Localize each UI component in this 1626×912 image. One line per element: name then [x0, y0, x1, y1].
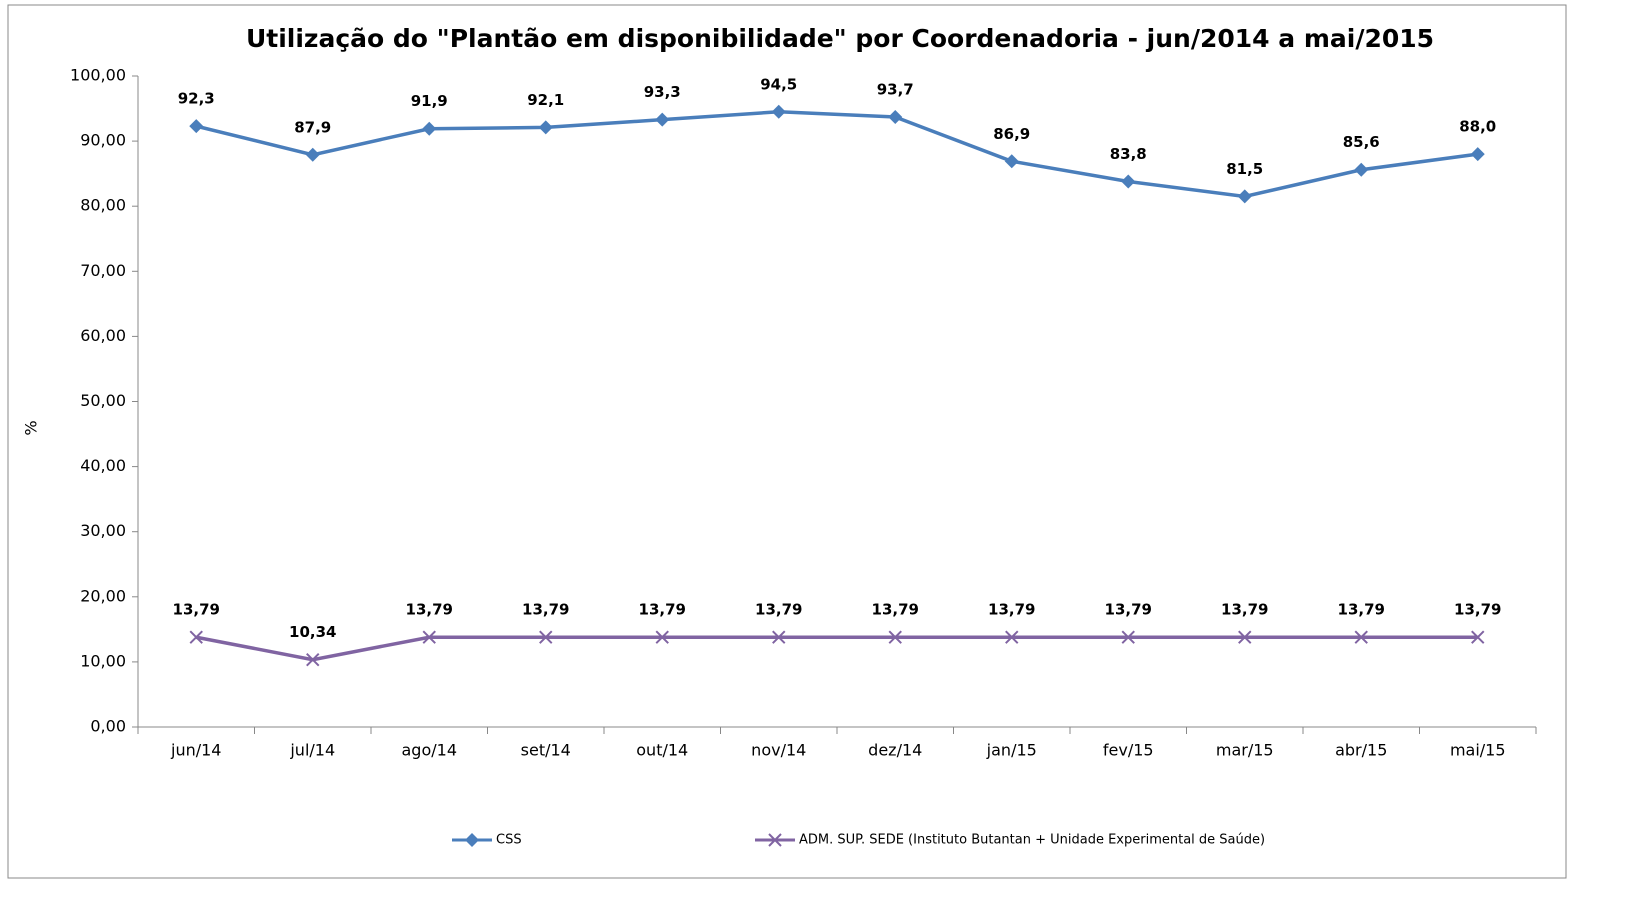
chart-title: Utilização do "Plantão em disponibilidad… [246, 24, 1434, 53]
series-line [195, 635, 1478, 662]
data-label: 93,7 [877, 81, 914, 99]
y-tick-label: 90,00 [80, 131, 126, 150]
x-tick-label: set/14 [521, 741, 571, 760]
data-label: 92,3 [178, 90, 215, 108]
data-point [539, 630, 553, 644]
data-point [1354, 162, 1369, 177]
y-tick-label: 70,00 [80, 261, 126, 280]
data-label: 81,5 [1226, 160, 1263, 178]
legend-marker [465, 833, 479, 847]
y-tick-label: 100,00 [70, 66, 126, 85]
data-label: 83,8 [1110, 145, 1147, 163]
y-tick-label: 0,00 [90, 717, 126, 736]
data-point [306, 652, 320, 667]
legend-label: CSS [496, 833, 522, 848]
chart-frame [7, 4, 1567, 879]
data-label: 13,79 [639, 601, 686, 619]
data-label: 13,79 [1454, 601, 1501, 619]
data-point [1354, 630, 1368, 644]
data-point [772, 630, 786, 644]
data-point [1237, 189, 1252, 204]
data-label: 13,79 [1105, 601, 1152, 619]
y-tick-label: 40,00 [80, 456, 126, 475]
y-tick-label: 50,00 [80, 391, 126, 410]
data-label: 13,79 [173, 601, 220, 619]
x-tick-label: jun/14 [170, 741, 221, 760]
y-tick-label: 20,00 [80, 586, 126, 605]
y-tick-label: 60,00 [80, 326, 126, 345]
data-point [655, 112, 670, 127]
data-point [189, 630, 203, 644]
series-line [195, 110, 1478, 199]
x-tick-label: mar/15 [1216, 741, 1274, 760]
data-label: 88,0 [1459, 118, 1496, 136]
data-label: 13,79 [872, 601, 919, 619]
data-point [1238, 630, 1252, 644]
data-point [655, 630, 669, 644]
y-axis-label: % [22, 420, 41, 435]
data-point [1471, 630, 1485, 644]
data-point [305, 147, 320, 162]
data-label: 85,6 [1343, 133, 1380, 151]
data-point [1470, 147, 1485, 162]
x-tick-label: nov/14 [751, 741, 806, 760]
data-label: 13,79 [522, 601, 569, 619]
data-label: 13,79 [1338, 601, 1385, 619]
data-point [888, 630, 902, 644]
x-tick-label: ago/14 [402, 741, 458, 760]
data-point [1005, 630, 1019, 644]
data-label: 92,1 [527, 91, 564, 109]
data-label: 94,5 [760, 75, 797, 93]
data-point [771, 104, 786, 119]
data-point [1121, 630, 1135, 644]
x-tick-label: mai/15 [1450, 741, 1506, 760]
legend-marker [768, 833, 782, 847]
x-tick-label: jul/14 [289, 741, 335, 760]
legend-label: ADM. SUP. SEDE (Instituto Butantan + Uni… [799, 833, 1265, 848]
y-tick-label: 10,00 [80, 651, 126, 670]
data-label: 13,79 [406, 601, 453, 619]
data-point [1004, 154, 1019, 169]
data-point [538, 120, 553, 135]
data-label: 91,9 [411, 92, 448, 110]
data-point [189, 119, 204, 134]
y-tick-label: 30,00 [80, 521, 126, 540]
data-point [1121, 174, 1136, 189]
data-label: 93,3 [644, 83, 681, 101]
data-label: 87,9 [294, 118, 331, 136]
data-label: 13,79 [755, 601, 802, 619]
data-label: 10,34 [289, 623, 336, 641]
data-label: 86,9 [993, 125, 1030, 143]
data-point [422, 630, 436, 644]
data-label: 13,79 [1221, 601, 1268, 619]
y-tick-label: 80,00 [80, 196, 126, 215]
x-tick-label: dez/14 [868, 741, 922, 760]
x-tick-label: out/14 [636, 741, 688, 760]
data-label: 13,79 [988, 601, 1035, 619]
data-point [422, 121, 437, 136]
data-point [888, 110, 903, 125]
x-tick-label: abr/15 [1335, 741, 1387, 760]
x-tick-label: fev/15 [1103, 741, 1154, 760]
x-tick-label: jan/15 [986, 741, 1037, 760]
